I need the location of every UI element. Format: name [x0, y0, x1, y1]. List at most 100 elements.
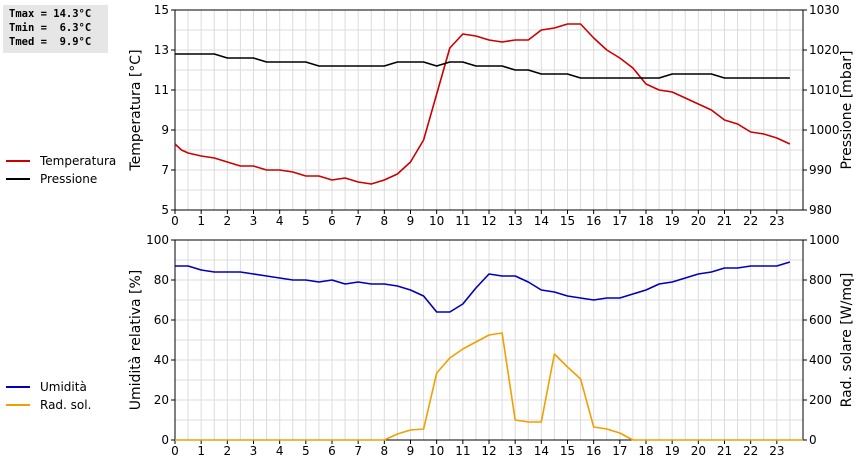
y-tick-label-right: 0 — [809, 433, 817, 447]
x-tick-label: 0 — [171, 214, 179, 228]
y-tick-label-left: 0 — [161, 433, 169, 447]
series-line-temperatura — [174, 23, 791, 185]
x-tick-label: 13 — [508, 214, 523, 228]
x-tick-label: 7 — [354, 214, 362, 228]
x-tick-label: 5 — [302, 444, 310, 458]
x-tick-label: 10 — [429, 444, 444, 458]
y-tick-label-left: 20 — [154, 393, 169, 407]
y-tick-label-left: 15 — [154, 3, 169, 17]
x-tick-label: 8 — [381, 444, 389, 458]
y-tick-label-right: 800 — [809, 273, 832, 287]
y-tick-label-right: 1000 — [809, 123, 840, 137]
y-tick-label-left: 7 — [161, 163, 169, 177]
x-tick-label: 20 — [691, 444, 706, 458]
y-tick-label-right: 990 — [809, 163, 832, 177]
y-axis-label-right: Rad. solare [W/mq] — [839, 273, 855, 408]
legend-item-temperatura: Temperatura — [6, 152, 116, 170]
y-tick-label-left: 40 — [154, 353, 169, 367]
x-tick-label: 17 — [612, 444, 627, 458]
y-tick-label-right: 1030 — [809, 3, 840, 17]
x-tick-label: 21 — [717, 444, 732, 458]
legend-item-rad-sol: Rad. sol. — [6, 396, 91, 414]
y-tick-label-left: 100 — [146, 233, 169, 247]
x-tick-label: 14 — [534, 214, 549, 228]
y-tick-label-right: 600 — [809, 313, 832, 327]
x-tick-label: 6 — [328, 444, 336, 458]
x-tick-label: 0 — [171, 444, 179, 458]
legend-label: Umidità — [40, 380, 87, 394]
legend-label: Pressione — [40, 172, 98, 186]
y-axis-label-left: Umidità relativa [%] — [128, 270, 144, 411]
y-tick-label-right: 200 — [809, 393, 832, 407]
series-line-rad-sol- — [175, 332, 803, 441]
legend-swatch — [6, 404, 30, 406]
x-tick-label: 3 — [250, 444, 258, 458]
stat-tmin: Tmin = 6.3°C — [9, 22, 92, 34]
y-tick-label-right: 1010 — [809, 83, 840, 97]
series-line-umidit- — [175, 261, 791, 313]
x-tick-label: 3 — [250, 214, 258, 228]
x-tick-label: 20 — [691, 214, 706, 228]
x-tick-label: 15 — [560, 444, 575, 458]
x-tick-label: 4 — [276, 444, 284, 458]
x-tick-label: 22 — [743, 214, 758, 228]
x-tick-label: 1 — [197, 444, 205, 458]
x-tick-label: 12 — [481, 444, 496, 458]
y-tick-label-left: 60 — [154, 313, 169, 327]
y-tick-label-left: 80 — [154, 273, 169, 287]
chart-panel-1: 0 1 2 3 4 5 6 7 8 9 10 11 12 13 14 15 16 17 18 19 20 21 22 2357… — [128, 3, 855, 228]
x-tick-label: 21 — [717, 214, 732, 228]
x-tick-label: 16 — [586, 214, 601, 228]
stat-tmed: Tmed = 9.9°C — [9, 36, 92, 48]
stats-box: Tmax = 14.3°C Tmin = 6.3°C Tmed = 9.9°C — [3, 5, 108, 53]
x-tick-label: 9 — [407, 444, 415, 458]
y-tick-label-right: 400 — [809, 353, 832, 367]
x-tick-label: 12 — [481, 214, 496, 228]
x-tick-label: 7 — [354, 444, 362, 458]
x-tick-label: 14 — [534, 444, 549, 458]
x-tick-label: 23 — [769, 444, 784, 458]
legend-swatch — [6, 386, 30, 388]
x-tick-label: 4 — [276, 214, 284, 228]
legend-bottom: Umidità Rad. sol. — [6, 378, 91, 414]
x-tick-label: 16 — [586, 444, 601, 458]
x-tick-label: 6 — [328, 214, 336, 228]
y-tick-label-right: 1000 — [809, 233, 840, 247]
y-tick-label-left: 5 — [161, 203, 169, 217]
x-tick-label: 11 — [455, 444, 470, 458]
x-tick-label: 1 — [197, 214, 205, 228]
x-tick-label: 18 — [638, 214, 653, 228]
legend-label: Rad. sol. — [40, 398, 92, 412]
x-tick-label: 18 — [638, 444, 653, 458]
chart-panel-2: 0 1 2 3 4 5 6 7 8 9 10 11 12 13 14 15 16 17 18 19 20 21 22 2302… — [128, 233, 855, 458]
x-tick-label: 2 — [224, 214, 232, 228]
x-tick-label: 8 — [381, 214, 389, 228]
y-tick-label-left: 9 — [161, 123, 169, 137]
y-tick-label-right: 1020 — [809, 43, 840, 57]
legend-item-pressione: Pressione — [6, 170, 116, 188]
series-line-pressione — [175, 53, 790, 79]
x-tick-label: 5 — [302, 214, 310, 228]
legend-swatch — [6, 160, 30, 162]
x-tick-label: 22 — [743, 444, 758, 458]
y-tick-label-left: 11 — [154, 83, 169, 97]
stat-tmax: Tmax = 14.3°C — [9, 8, 92, 20]
x-tick-label: 13 — [508, 444, 523, 458]
legend-swatch — [6, 178, 30, 180]
legend-item-umidita: Umidità — [6, 378, 91, 396]
x-tick-label: 15 — [560, 214, 575, 228]
y-axis-label-right: Pressione [mbar] — [839, 50, 855, 169]
y-axis-label-left: Temperatura [°C] — [128, 49, 144, 171]
x-tick-label: 19 — [665, 444, 680, 458]
x-tick-label: 9 — [407, 214, 415, 228]
y-tick-label-right: 980 — [809, 203, 832, 217]
x-tick-label: 11 — [455, 214, 470, 228]
x-tick-label: 10 — [429, 214, 444, 228]
x-tick-label: 2 — [224, 444, 232, 458]
x-tick-label: 19 — [665, 214, 680, 228]
y-tick-label-left: 13 — [154, 43, 169, 57]
x-tick-label: 23 — [769, 214, 784, 228]
x-tick-label: 17 — [612, 214, 627, 228]
legend-label: Temperatura — [40, 154, 117, 168]
